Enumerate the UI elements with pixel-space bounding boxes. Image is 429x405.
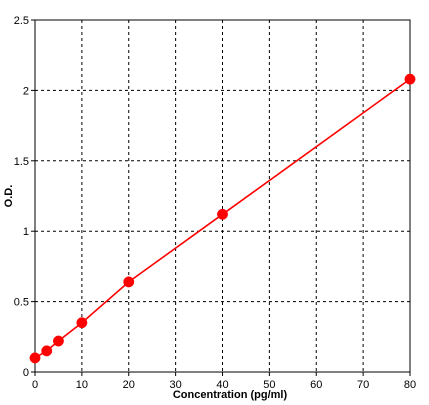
x-tick-label: 40 (216, 379, 228, 391)
data-point (123, 276, 135, 288)
x-tick-label: 0 (32, 379, 38, 391)
data-point (404, 73, 416, 85)
data-point (29, 352, 41, 364)
x-tick-label: 60 (310, 379, 322, 391)
y-tick-label: 1.5 (14, 156, 29, 168)
x-tick-label: 50 (263, 379, 275, 391)
y-tick-label: 2 (23, 85, 29, 97)
y-tick-label: 0 (23, 367, 29, 379)
y-tick-label: 1 (23, 226, 29, 238)
x-tick-label: 30 (170, 379, 182, 391)
x-tick-labels: 0 10 20 30 40 50 60 70 80 (32, 379, 416, 391)
ticks (31, 19, 411, 376)
x-tick-label: 70 (357, 379, 369, 391)
grid (35, 20, 410, 372)
data-point (217, 208, 228, 220)
data-point (52, 335, 64, 347)
x-tick-label: 20 (123, 379, 135, 391)
x-axis-title: Concentration (pg/ml) (173, 389, 288, 401)
y-tick-labels: 0 0.5 1 1.5 2 2.5 (14, 15, 29, 379)
data-point (76, 317, 88, 329)
x-tick-label: 80 (404, 379, 416, 391)
series (29, 73, 416, 364)
y-axis-title: O.D. (3, 185, 15, 208)
data-point (41, 345, 53, 357)
y-tick-label: 2.5 (14, 15, 29, 27)
plot-frame (34, 19, 411, 373)
x-tick-label: 10 (76, 379, 88, 391)
y-tick-label: 0.5 (14, 297, 29, 309)
